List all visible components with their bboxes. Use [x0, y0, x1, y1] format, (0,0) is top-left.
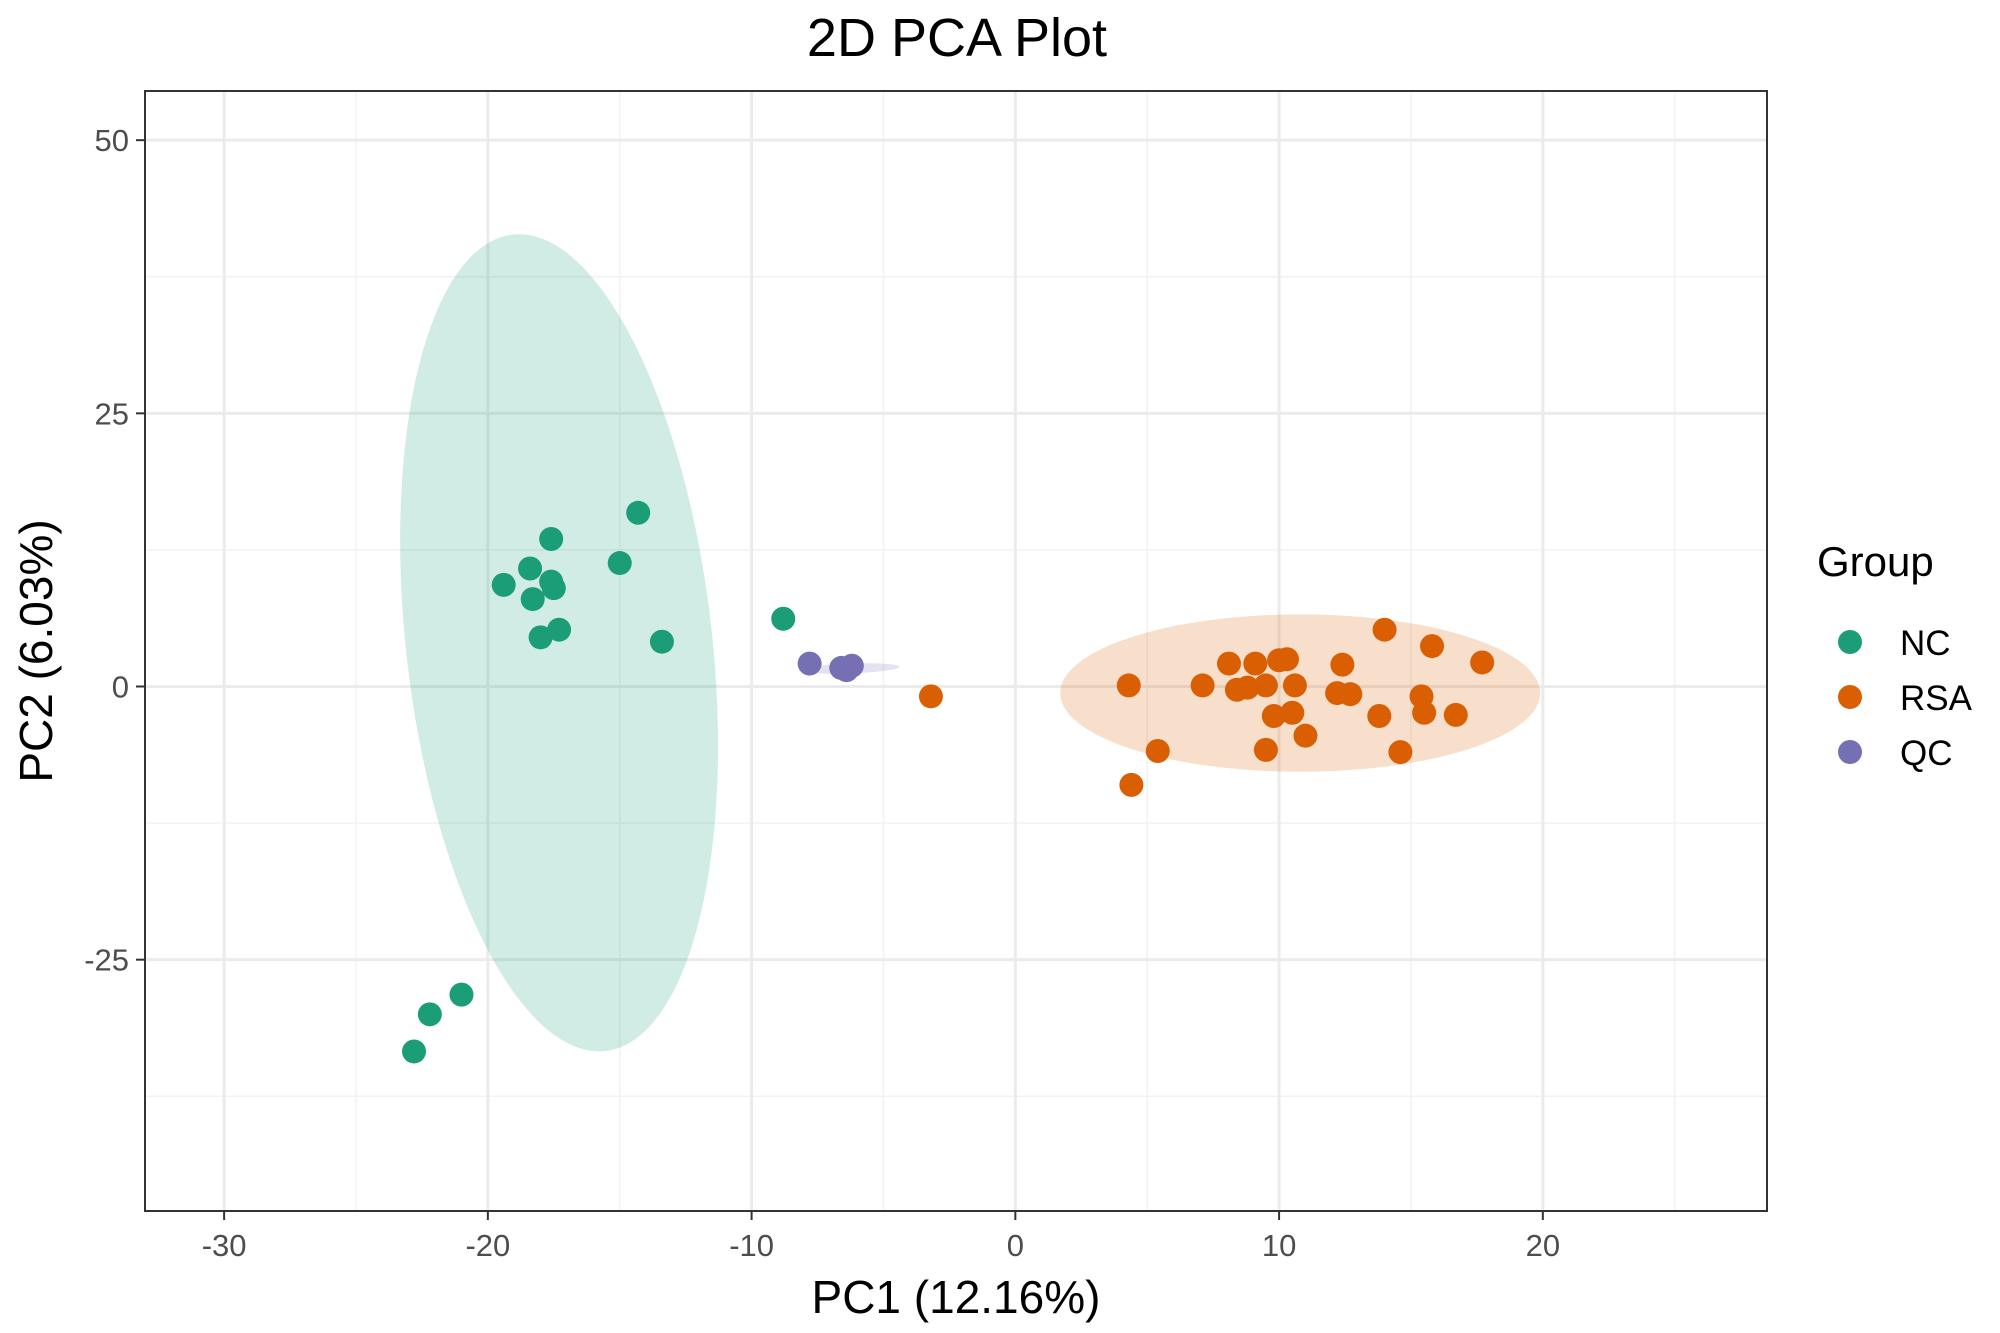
point-nc	[491, 572, 516, 597]
y-axis-title: PC2 (6.03%)	[10, 519, 62, 782]
point-rsa	[1443, 702, 1468, 727]
plot-panel	[145, 91, 1767, 1211]
grid-minor	[145, 91, 1767, 1211]
point-rsa	[1388, 740, 1413, 765]
ellipse-nc	[400, 234, 719, 1052]
point-nc	[649, 629, 674, 654]
point-rsa	[1261, 704, 1286, 729]
x-tick-label: -30	[202, 1228, 247, 1263]
point-rsa	[1412, 700, 1437, 725]
point-nc	[771, 606, 796, 631]
point-rsa	[1470, 650, 1495, 675]
point-nc	[547, 617, 572, 642]
point-nc	[626, 500, 651, 525]
point-nc	[402, 1039, 427, 1064]
point-nc	[449, 982, 474, 1007]
point-rsa	[1372, 617, 1397, 642]
point-rsa	[1338, 682, 1363, 707]
y-tick-label: -25	[84, 943, 129, 978]
point-rsa	[1119, 772, 1144, 797]
point-nc	[518, 556, 543, 581]
legend-key-nc	[1838, 630, 1862, 654]
point-rsa	[1243, 651, 1268, 676]
y-tick-label: 50	[95, 123, 129, 158]
legend-label-rsa: RSA	[1900, 679, 1973, 718]
chart-title: 2D PCA Plot	[807, 8, 1107, 68]
point-rsa	[1190, 673, 1215, 698]
legend-key-qc	[1838, 740, 1862, 764]
x-axis-title: PC1 (12.16%)	[812, 1271, 1101, 1323]
x-tick-label: -10	[729, 1228, 774, 1263]
point-rsa	[1420, 634, 1445, 659]
point-rsa	[1116, 673, 1141, 698]
point-rsa	[1235, 675, 1260, 700]
point-qc	[834, 658, 859, 683]
point-nc	[539, 527, 564, 551]
point-rsa	[918, 684, 943, 709]
plot-border	[144, 90, 1768, 1212]
x-tick-label: 10	[1262, 1228, 1296, 1263]
point-nc	[528, 625, 553, 650]
point-rsa	[1253, 737, 1278, 762]
point-rsa	[1293, 723, 1318, 748]
y-tick-label: 25	[95, 396, 129, 431]
point-rsa	[1145, 738, 1170, 763]
point-rsa	[1367, 704, 1392, 729]
legend-label-qc: QC	[1900, 734, 1953, 773]
y-tick-label: 0	[112, 670, 129, 705]
legend: Group NC RSA QC	[1817, 538, 1973, 773]
point-nc	[541, 576, 566, 601]
legend-title: Group	[1817, 538, 1934, 585]
x-tick-label: -20	[465, 1228, 510, 1263]
point-rsa	[1280, 700, 1305, 725]
point-qc	[797, 651, 822, 676]
point-rsa	[1330, 652, 1355, 677]
y-axis-ticks: -25 0 25 50	[84, 123, 145, 978]
point-rsa	[1274, 647, 1299, 672]
legend-key-rsa	[1838, 685, 1862, 709]
x-tick-label: 20	[1526, 1228, 1560, 1263]
x-tick-label: 0	[1007, 1228, 1024, 1263]
legend-label-nc: NC	[1900, 624, 1951, 663]
point-rsa	[1253, 673, 1278, 698]
grid-major	[145, 91, 1767, 1211]
point-nc	[417, 1002, 442, 1027]
point-rsa	[1282, 673, 1307, 698]
point-rsa	[1216, 651, 1241, 676]
x-axis-ticks: -30 -20 -10 0 10 20	[202, 1211, 1560, 1263]
point-nc	[520, 587, 545, 612]
point-nc	[607, 551, 632, 576]
data-points	[402, 500, 1495, 1064]
